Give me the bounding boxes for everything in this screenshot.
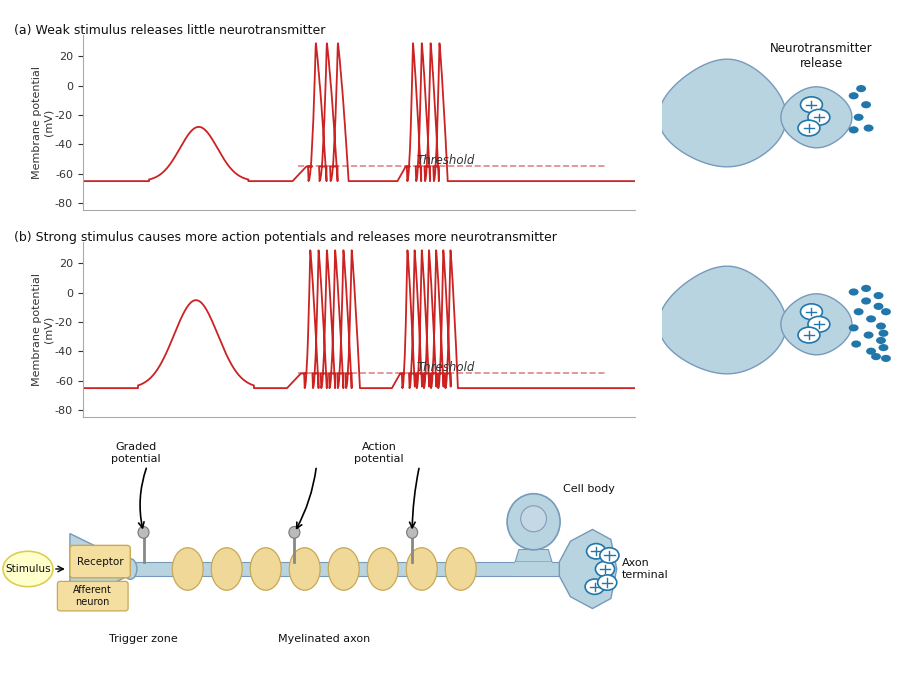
Ellipse shape bbox=[406, 526, 417, 538]
Circle shape bbox=[800, 304, 822, 319]
Circle shape bbox=[878, 344, 888, 351]
Circle shape bbox=[853, 308, 863, 315]
Circle shape bbox=[853, 114, 863, 121]
Text: Threshold: Threshold bbox=[416, 155, 474, 167]
Ellipse shape bbox=[123, 559, 137, 580]
Circle shape bbox=[848, 126, 857, 133]
Circle shape bbox=[850, 340, 860, 348]
Ellipse shape bbox=[328, 548, 358, 590]
Circle shape bbox=[860, 101, 870, 108]
Circle shape bbox=[599, 548, 618, 563]
Polygon shape bbox=[559, 529, 616, 609]
Ellipse shape bbox=[406, 548, 437, 590]
Text: Neurotransmitter
release: Neurotransmitter release bbox=[769, 42, 872, 70]
Ellipse shape bbox=[172, 548, 203, 590]
Circle shape bbox=[807, 317, 829, 332]
Circle shape bbox=[863, 124, 873, 132]
Polygon shape bbox=[780, 294, 851, 355]
Circle shape bbox=[863, 331, 873, 339]
Circle shape bbox=[860, 297, 870, 304]
Circle shape bbox=[584, 579, 604, 594]
Ellipse shape bbox=[289, 548, 320, 590]
Ellipse shape bbox=[138, 526, 149, 538]
Circle shape bbox=[797, 327, 819, 343]
Text: Action
potential: Action potential bbox=[354, 442, 403, 464]
Circle shape bbox=[880, 355, 890, 362]
Text: (a) Weak stimulus releases little neurotransmitter: (a) Weak stimulus releases little neurot… bbox=[14, 24, 324, 37]
Polygon shape bbox=[771, 317, 783, 331]
FancyBboxPatch shape bbox=[70, 545, 130, 578]
Text: Graded
potential: Graded potential bbox=[111, 442, 161, 464]
Ellipse shape bbox=[367, 548, 398, 590]
Text: Myelinated axon: Myelinated axon bbox=[278, 634, 369, 644]
Polygon shape bbox=[771, 110, 783, 124]
FancyBboxPatch shape bbox=[57, 582, 128, 611]
Text: Trigger zone: Trigger zone bbox=[109, 634, 177, 644]
Polygon shape bbox=[658, 59, 786, 167]
Circle shape bbox=[597, 575, 616, 590]
Bar bbox=[130, 562, 559, 576]
Circle shape bbox=[595, 561, 614, 577]
Ellipse shape bbox=[520, 506, 546, 532]
Text: Afferent
neuron: Afferent neuron bbox=[74, 585, 112, 607]
Text: Cell body: Cell body bbox=[562, 484, 614, 494]
Circle shape bbox=[875, 322, 885, 330]
Circle shape bbox=[865, 315, 875, 322]
Bar bbox=[515, 562, 551, 576]
Text: (b) Strong stimulus causes more action potentials and releases more neurotransmi: (b) Strong stimulus causes more action p… bbox=[14, 231, 556, 244]
Ellipse shape bbox=[289, 526, 300, 538]
Circle shape bbox=[848, 324, 857, 331]
Circle shape bbox=[880, 308, 890, 315]
Text: Axon
terminal: Axon terminal bbox=[621, 558, 668, 580]
Circle shape bbox=[586, 544, 605, 559]
PathPatch shape bbox=[70, 533, 127, 604]
Circle shape bbox=[865, 348, 875, 355]
Polygon shape bbox=[515, 549, 551, 562]
Polygon shape bbox=[780, 87, 851, 148]
Text: Receptor: Receptor bbox=[76, 557, 123, 566]
Polygon shape bbox=[658, 266, 786, 374]
Ellipse shape bbox=[445, 548, 476, 590]
Text: Threshold: Threshold bbox=[416, 362, 474, 374]
Circle shape bbox=[848, 92, 857, 99]
Circle shape bbox=[878, 330, 888, 337]
Circle shape bbox=[856, 85, 865, 92]
Circle shape bbox=[873, 292, 882, 299]
Circle shape bbox=[807, 110, 829, 125]
Text: Stimulus: Stimulus bbox=[6, 564, 51, 574]
Ellipse shape bbox=[3, 551, 53, 586]
Ellipse shape bbox=[250, 548, 281, 590]
Circle shape bbox=[797, 120, 819, 136]
Ellipse shape bbox=[211, 548, 242, 590]
Y-axis label: Membrane potential
(mV): Membrane potential (mV) bbox=[32, 66, 53, 179]
Circle shape bbox=[800, 97, 822, 112]
Circle shape bbox=[860, 285, 870, 292]
Circle shape bbox=[875, 337, 885, 344]
Circle shape bbox=[870, 353, 880, 360]
Ellipse shape bbox=[506, 494, 560, 550]
Circle shape bbox=[873, 303, 882, 310]
Circle shape bbox=[848, 288, 857, 295]
Y-axis label: Membrane potential
(mV): Membrane potential (mV) bbox=[32, 273, 53, 386]
